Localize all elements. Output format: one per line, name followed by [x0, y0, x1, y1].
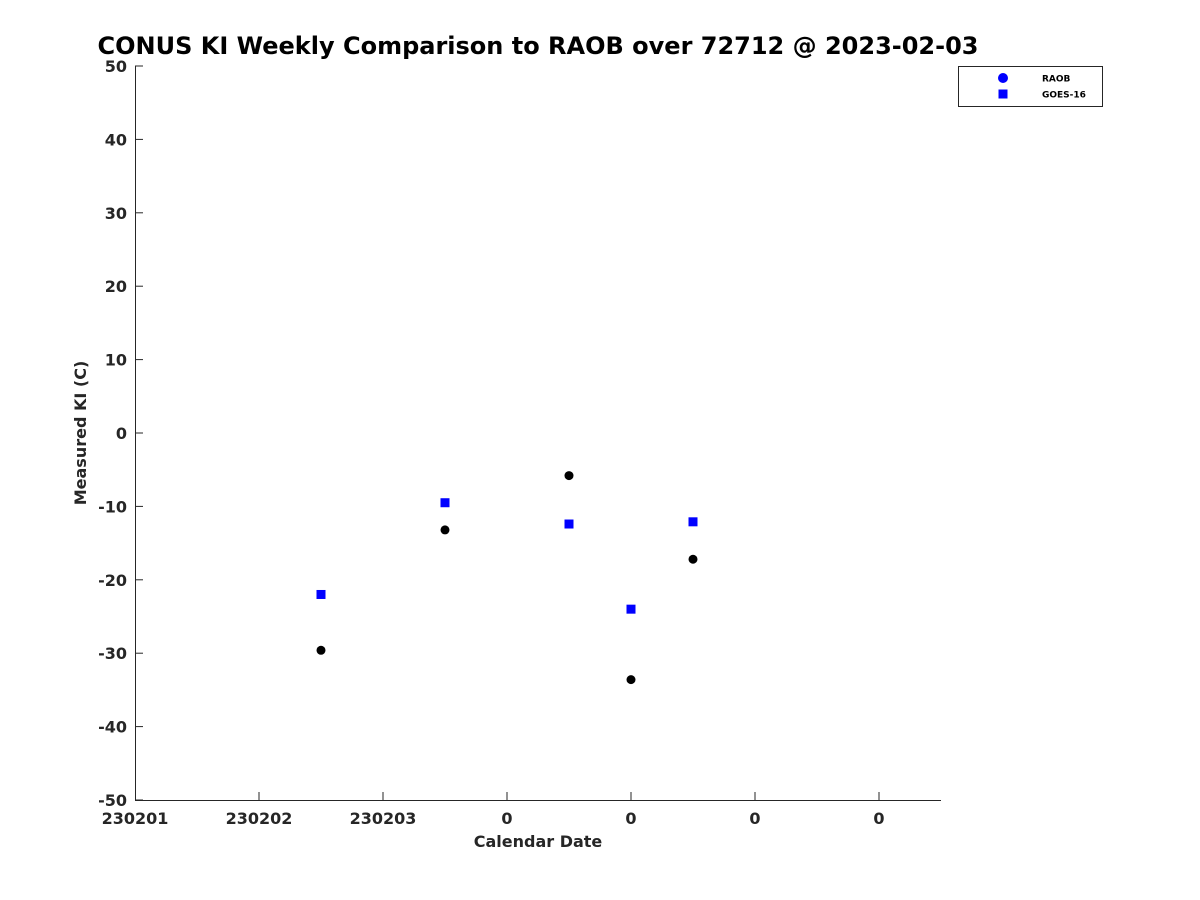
y-tick-label: -20 [98, 571, 127, 590]
legend: RAOB GOES-16 [958, 66, 1103, 107]
goes-16-point [626, 604, 636, 614]
legend-label: RAOB [1042, 75, 1071, 85]
y-tick-label: -40 [98, 718, 127, 737]
goes-16-point [316, 589, 326, 599]
x-tick-label: 0 [625, 809, 636, 828]
y-axis: -50 -40 -30 -20 -10 0 10 20 30 40 50 [98, 57, 143, 810]
y-axis-label: Measured KI (C) [71, 361, 90, 506]
series-goes-16 [316, 498, 698, 614]
x-tick-label: 230202 [226, 809, 293, 828]
raob-point [440, 525, 450, 535]
goes-16-point [688, 517, 698, 527]
legend-marker-goes-16 [998, 89, 1008, 99]
x-tick-label: 230203 [350, 809, 417, 828]
y-tick-label: -10 [98, 497, 127, 516]
x-axis-label: Calendar Date [474, 832, 603, 851]
x-tick-label: 230201 [102, 809, 169, 828]
y-tick-label: 40 [105, 130, 127, 149]
legend-label: GOES-16 [1042, 91, 1086, 101]
raob-point [564, 471, 574, 481]
legend-marker-raob [998, 73, 1008, 83]
y-tick-label: 50 [105, 57, 127, 76]
chart-title: CONUS KI Weekly Comparison to RAOB over … [98, 32, 979, 60]
raob-point [316, 645, 326, 655]
raob-point [626, 675, 636, 685]
goes-16-point [440, 498, 450, 508]
y-tick-label: -50 [98, 791, 127, 810]
goes-16-point [564, 519, 574, 529]
legend-box [958, 66, 1103, 107]
raob-point [688, 554, 698, 564]
x-tick-label: 0 [873, 809, 884, 828]
y-tick-label: 20 [105, 277, 127, 296]
x-axis: 230201 230202 230203 0 0 0 0 [102, 792, 941, 828]
y-tick-label: -30 [98, 644, 127, 663]
data-points [316, 471, 698, 685]
x-tick-label: 0 [501, 809, 512, 828]
y-tick-label: 0 [116, 424, 127, 443]
y-tick-label: 30 [105, 204, 127, 223]
y-tick-label: 10 [105, 351, 127, 370]
series-raob [316, 471, 698, 685]
x-tick-label: 0 [749, 809, 760, 828]
